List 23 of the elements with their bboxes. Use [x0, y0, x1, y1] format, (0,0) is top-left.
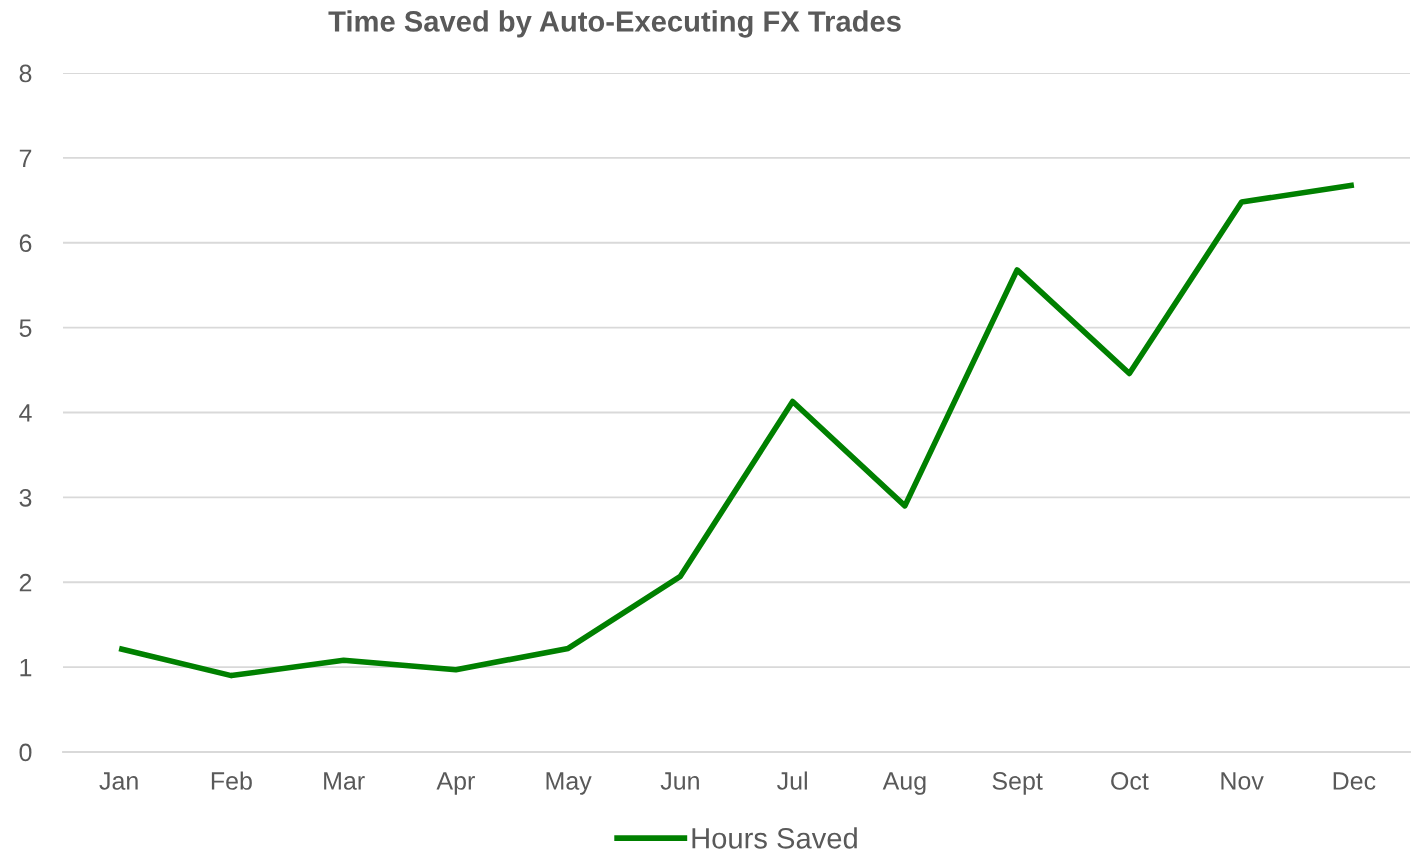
x-tick-label: May [546, 772, 592, 795]
y-tick-label: 1 [20, 658, 32, 677]
y-tick-label: 6 [19, 234, 32, 253]
x-tick-label: Aug [882, 772, 926, 795]
y-tick-label: 2 [19, 573, 32, 592]
chart-title: Time Saved by Auto-Executing FX Trades [328, 10, 901, 38]
y-tick-label: 8 [19, 64, 32, 83]
x-tick-label: Jan [99, 772, 138, 790]
y-tick-label: 7 [19, 149, 32, 167]
x-tick-label: Dec [1333, 772, 1376, 790]
x-tick-label: Oct [1111, 772, 1149, 790]
x-tick-label: Sept [992, 772, 1043, 795]
y-tick-label: 4 [19, 404, 32, 422]
x-tick-label: Mar [324, 772, 365, 790]
x-tick-label: Jul [777, 771, 807, 790]
y-tick-label: 0 [19, 743, 32, 762]
legend-label: Hours Saved [692, 827, 857, 849]
y-tick-label: 3 [19, 488, 32, 507]
x-tick-label: Jun [660, 772, 699, 790]
x-tick-label: Apr [436, 772, 475, 795]
y-tick-label: 5 [19, 319, 32, 337]
x-tick-label: Nov [1221, 772, 1264, 790]
x-tick-label: Feb [211, 771, 252, 790]
